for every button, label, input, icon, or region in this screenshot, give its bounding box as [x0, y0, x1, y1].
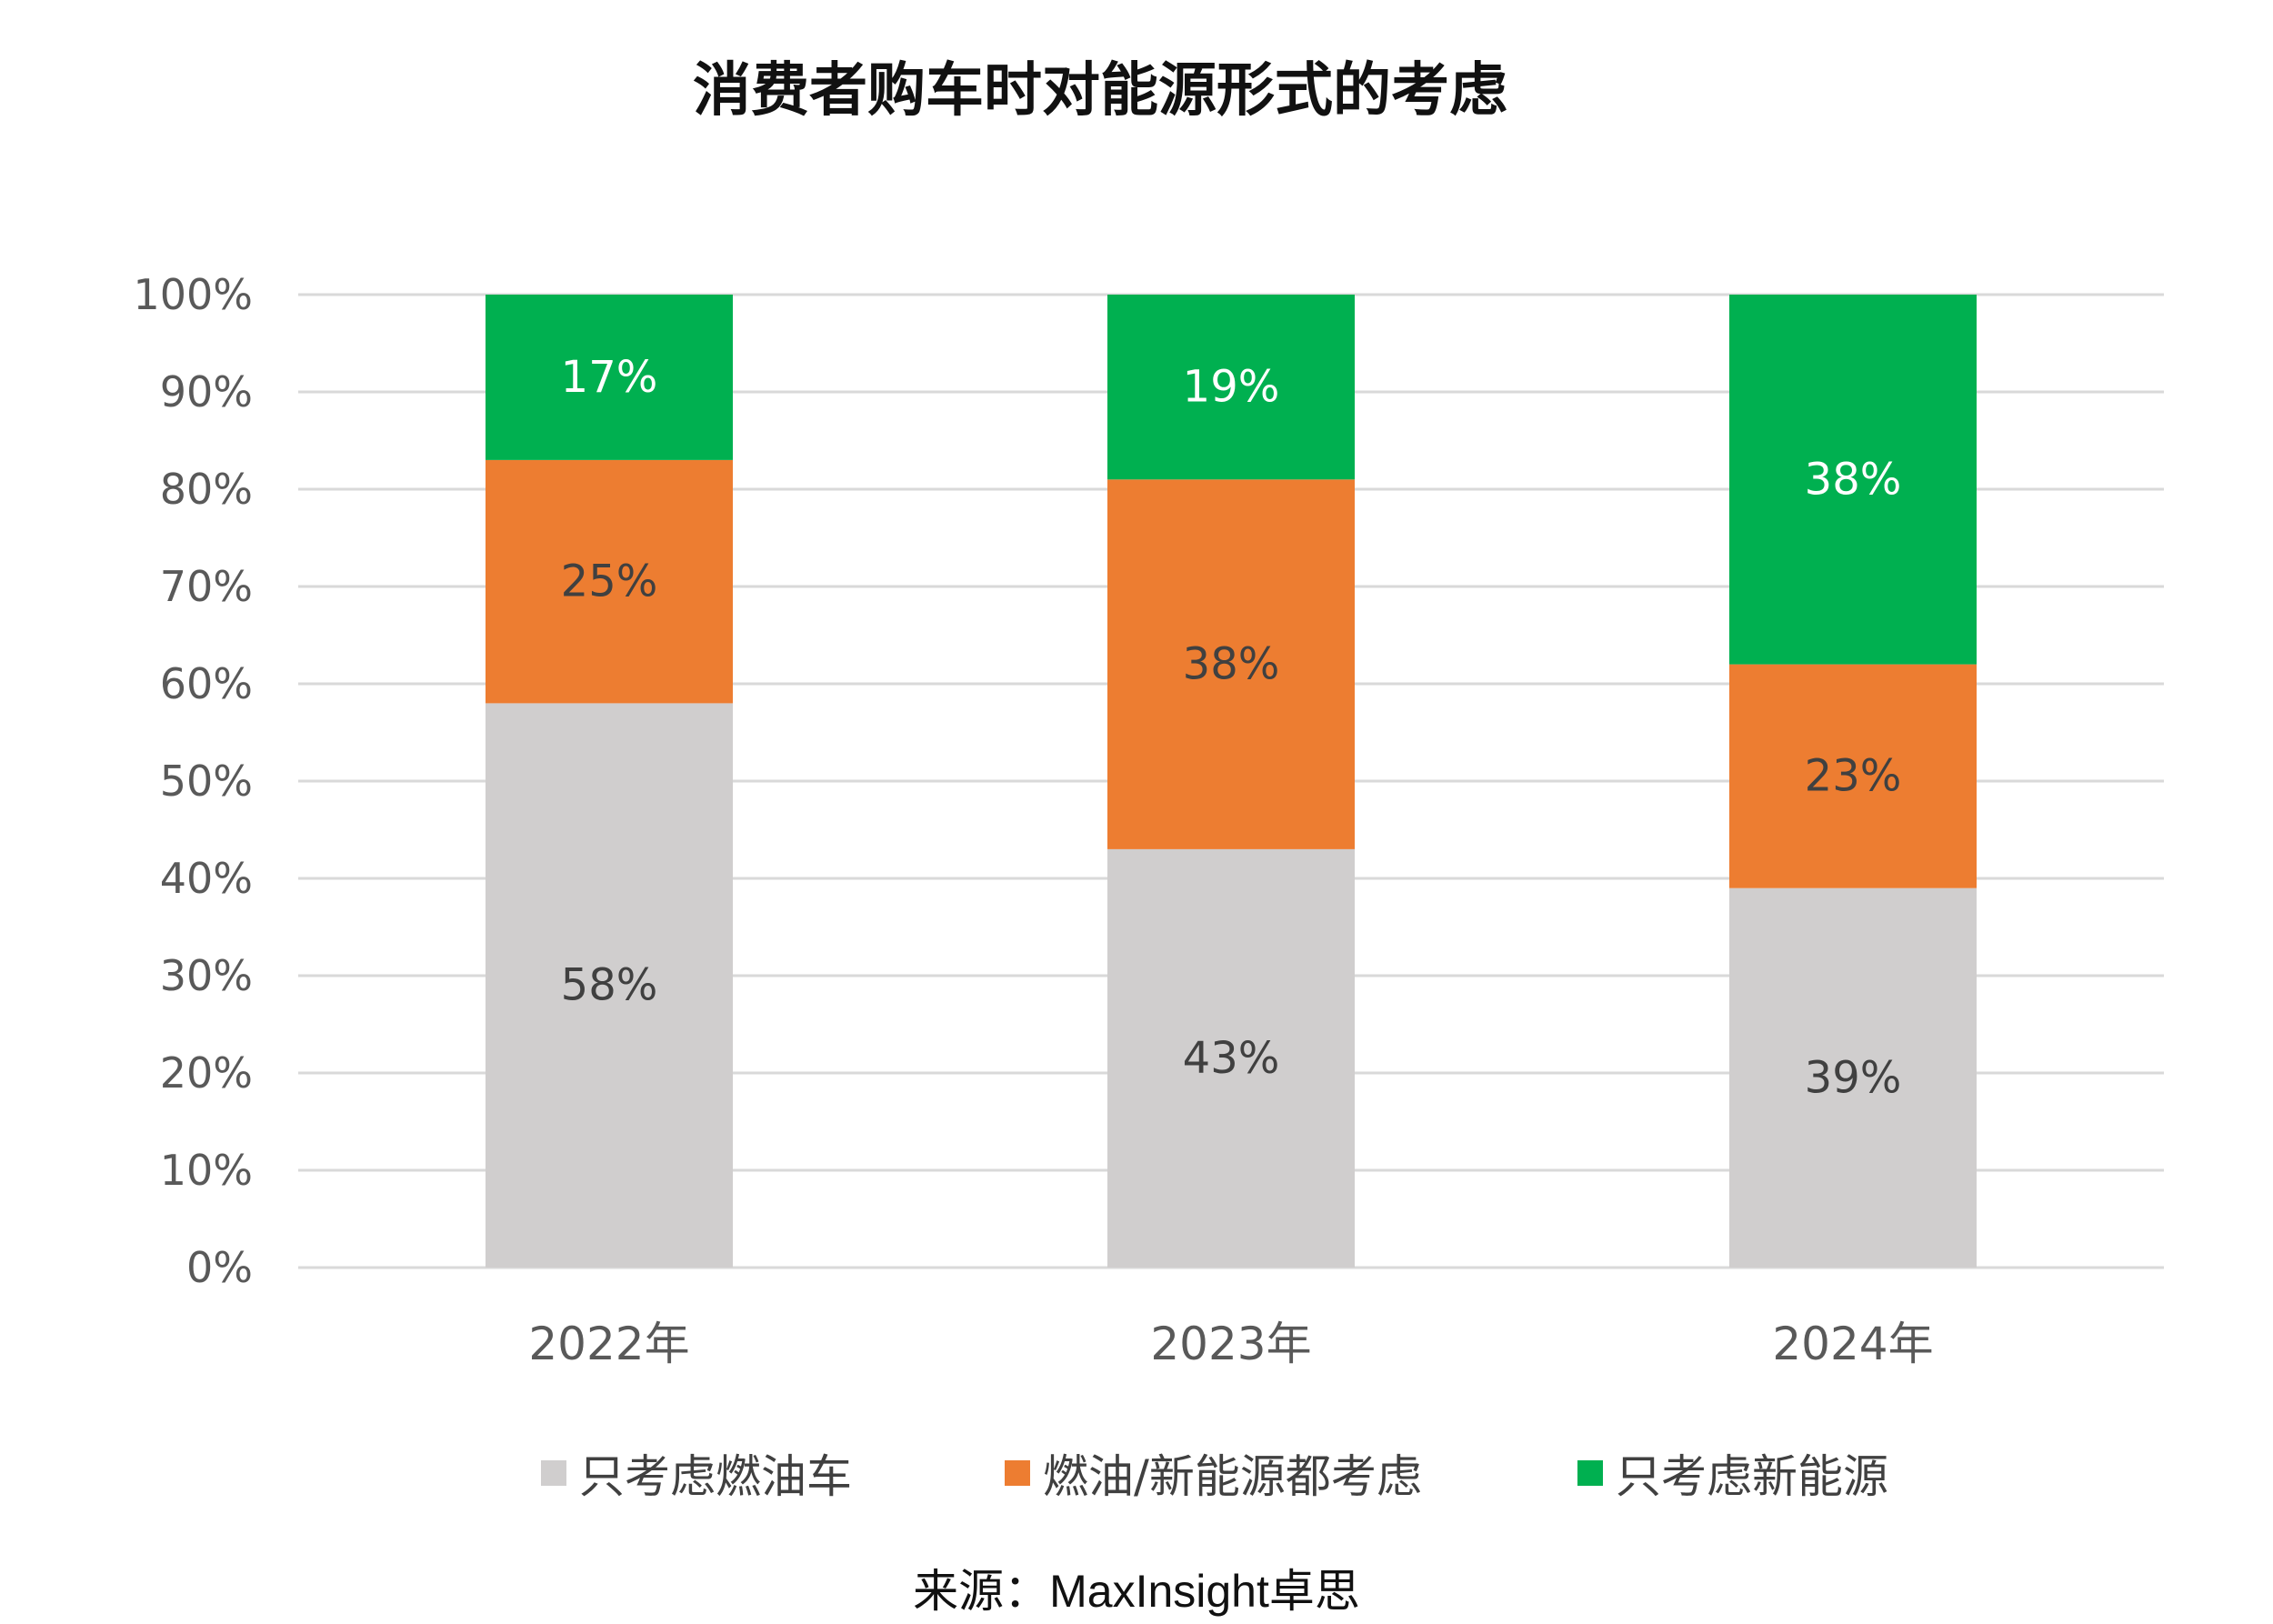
y-tick-label: 0%	[186, 1243, 253, 1292]
legend-swatch	[541, 1460, 566, 1486]
legend-label: 只考虑燃油车	[579, 1450, 852, 1503]
legend-item: 燃油/新能源都考虑	[1005, 1437, 1422, 1509]
data-labels: 58% 25% 17% 43% 38% 19% 39% 23% 38%	[561, 352, 1902, 1103]
x-tick-label: 2022年	[528, 1318, 689, 1370]
legend: 只考虑燃油车 燃油/新能源都考虑 只考虑新能源	[0, 1437, 2273, 1509]
legend-item: 只考虑燃油车	[541, 1437, 852, 1509]
source-note: 来源：MaxInsight卓思	[913, 1566, 1360, 1617]
bar-segment	[1729, 664, 1977, 888]
legend-swatch	[1005, 1460, 1030, 1486]
y-axis-tick-labels: 0% 10% 20% 30% 40% 50% 60% 70% 80% 90% 100%	[133, 270, 253, 1292]
y-tick-label: 70%	[160, 562, 253, 611]
y-tick-label: 80%	[160, 465, 253, 514]
bar-segment	[1729, 887, 1977, 1268]
x-axis-tick-labels: 2022年 2023年 2024年	[528, 1318, 1933, 1370]
data-label: 38%	[1183, 639, 1280, 690]
bar-segment	[486, 703, 733, 1268]
y-tick-label: 40%	[160, 854, 253, 903]
data-label: 19%	[1183, 362, 1280, 413]
legend-swatch	[1577, 1460, 1603, 1486]
legend-item: 只考虑新能源	[1577, 1437, 1888, 1509]
y-tick-label: 10%	[160, 1146, 253, 1195]
bar-segment	[486, 295, 733, 460]
x-tick-label: 2024年	[1772, 1318, 1933, 1370]
bars	[486, 295, 1977, 1268]
data-label: 38%	[1805, 454, 1902, 505]
legend-label: 燃油/新能源都考虑	[1043, 1450, 1422, 1503]
data-label: 58%	[561, 960, 658, 1011]
bar-segment	[1107, 295, 1355, 480]
legend-label: 只考虑新能源	[1616, 1450, 1888, 1503]
data-label: 17%	[561, 352, 658, 403]
y-tick-label: 60%	[160, 659, 253, 708]
bar-segment	[1107, 848, 1355, 1268]
bar-segment	[1107, 479, 1355, 849]
y-tick-label: 90%	[160, 367, 253, 416]
chart-title: 消费者购车时对能源形式的考虑	[693, 57, 1507, 125]
data-label: 25%	[561, 556, 658, 607]
data-label: 43%	[1183, 1033, 1280, 1084]
y-tick-label: 50%	[160, 757, 253, 806]
y-tick-label: 100%	[133, 270, 253, 319]
y-tick-label: 20%	[160, 1048, 253, 1098]
bar-segment	[1729, 295, 1977, 665]
y-tick-label: 30%	[160, 951, 253, 1000]
bar-segment	[486, 459, 733, 704]
x-tick-label: 2023年	[1150, 1318, 1311, 1370]
data-label: 39%	[1805, 1052, 1902, 1103]
data-label: 23%	[1805, 751, 1902, 802]
